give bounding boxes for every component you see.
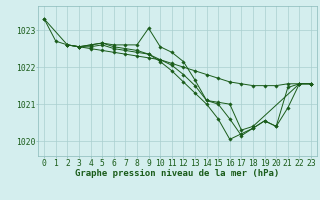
X-axis label: Graphe pression niveau de la mer (hPa): Graphe pression niveau de la mer (hPa) [76, 169, 280, 178]
